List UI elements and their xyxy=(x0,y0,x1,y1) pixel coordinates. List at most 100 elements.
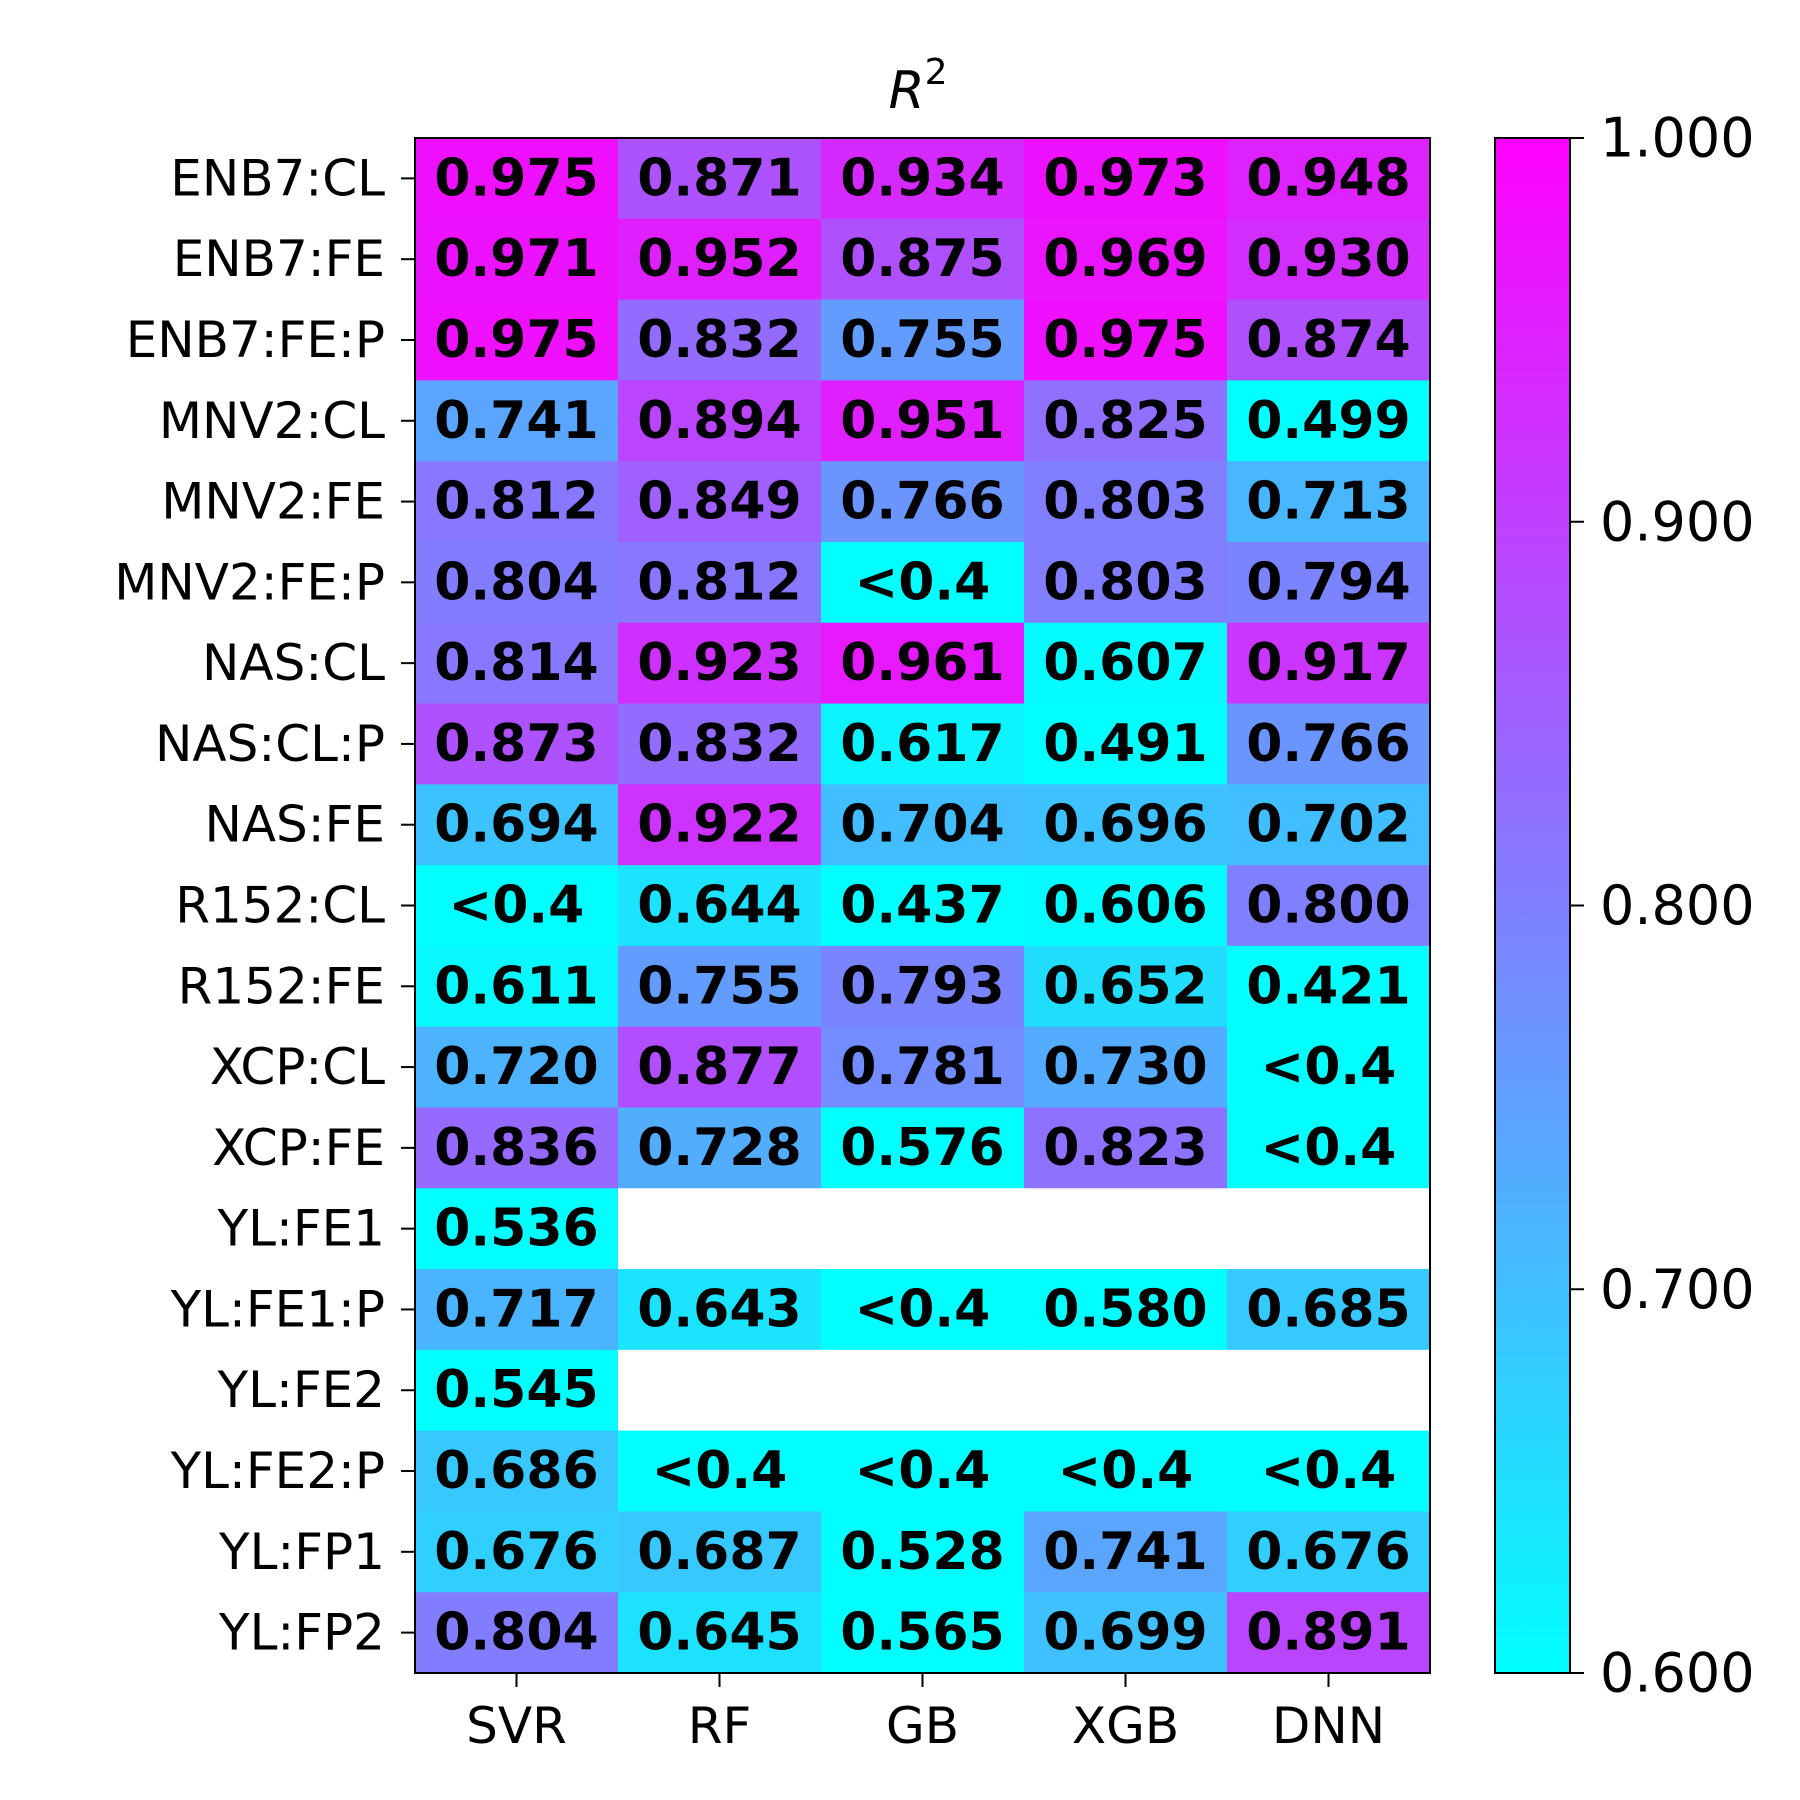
cell-value-label: <0.4 xyxy=(855,552,991,612)
cell-value-label: 0.686 xyxy=(434,1441,598,1501)
heatmap-cell xyxy=(415,945,619,1028)
y-tick-label: NAS:CL xyxy=(202,634,385,692)
cell-value-label: 0.499 xyxy=(1246,391,1410,451)
heatmap-cell xyxy=(415,541,619,624)
heatmap-cell xyxy=(1227,945,1431,1028)
cell-value-label: 0.934 xyxy=(840,148,1004,208)
heatmap-cell xyxy=(1024,1349,1228,1432)
heatmap-cell xyxy=(415,1107,619,1189)
cell-value-label: <0.4 xyxy=(652,1441,788,1501)
cell-value-label: 0.804 xyxy=(434,552,598,612)
cell-value-label: 0.617 xyxy=(840,714,1004,774)
heatmap-cell xyxy=(1024,1269,1228,1351)
heatmap-cell xyxy=(618,1511,822,1593)
heatmap-cell xyxy=(821,461,1025,543)
heatmap-cell xyxy=(415,1349,619,1432)
cell-value-label: 0.814 xyxy=(434,633,598,693)
heatmap-cell xyxy=(618,1107,822,1189)
cell-value-label: <0.4 xyxy=(1058,1441,1194,1501)
y-tick-label: NAS:FE xyxy=(204,796,385,854)
cell-value-label: 0.741 xyxy=(1043,1522,1207,1582)
heatmap-cell xyxy=(1227,218,1431,301)
y-tick-label: MNV2:FE:P xyxy=(114,553,385,611)
cell-value-label: 0.491 xyxy=(1043,714,1207,774)
heatmap-cell xyxy=(821,1349,1025,1432)
heatmap-cell xyxy=(415,1430,619,1513)
heatmap-cell xyxy=(1024,1026,1228,1109)
cell-value-label: 0.975 xyxy=(434,310,598,370)
heatmap-cell xyxy=(821,541,1025,624)
heatmap-cell xyxy=(618,1592,822,1674)
heatmap-cell xyxy=(415,1511,619,1593)
y-tick-label: R152:CL xyxy=(175,877,385,935)
cell-value-label: 0.685 xyxy=(1246,1279,1410,1339)
cell-value-label: 0.952 xyxy=(637,229,801,289)
heatmap-cell xyxy=(415,1188,619,1270)
cell-value-label: 0.755 xyxy=(840,310,1004,370)
heatmap-cell xyxy=(1227,138,1431,220)
heatmap-cell xyxy=(618,945,822,1028)
colorbar-tick-label: 1.000 xyxy=(1600,107,1755,170)
heatmap-cell xyxy=(1227,1592,1431,1674)
heatmap-cell xyxy=(415,1269,619,1351)
y-tick-label: YL:FP1 xyxy=(218,1523,385,1581)
cell-value-label: <0.4 xyxy=(1261,1441,1397,1501)
cell-value-label: 0.730 xyxy=(1043,1037,1207,1097)
cell-value-label: 0.922 xyxy=(637,795,801,855)
heatmap-cell xyxy=(1227,461,1431,543)
y-tick-label: XCP:FE xyxy=(212,1119,385,1177)
colorbar-tick-label: 0.900 xyxy=(1600,490,1755,553)
heatmap-cell xyxy=(1227,380,1431,462)
heatmap-cell xyxy=(1227,622,1431,705)
cell-value-label: 0.873 xyxy=(434,714,598,774)
cell-value-label: 0.812 xyxy=(434,472,598,532)
heatmap-cell xyxy=(415,703,619,785)
heatmap-cell xyxy=(1227,1026,1431,1109)
cell-value-label: <0.4 xyxy=(855,1279,991,1339)
heatmap-cell xyxy=(415,1592,619,1674)
x-axis: SVR RF GB XGB DNN xyxy=(466,1673,1385,1755)
heatmap-cell xyxy=(1227,1188,1431,1270)
cell-value-label: 0.961 xyxy=(840,633,1004,693)
y-tick-label: ENB7:FE xyxy=(173,230,385,288)
heatmap-cell xyxy=(618,380,822,462)
cell-value-label: <0.4 xyxy=(449,876,585,936)
cell-value-label: 0.891 xyxy=(1246,1603,1410,1663)
x-tick-label: RF xyxy=(688,1697,752,1755)
cell-value-label: 0.794 xyxy=(1246,552,1410,612)
cell-value-label: 0.951 xyxy=(840,391,1004,451)
cell-value-label: 0.930 xyxy=(1246,229,1410,289)
y-tick-label: YL:FP2 xyxy=(218,1604,385,1662)
heatmap-cell xyxy=(821,703,1025,785)
cell-value-label: 0.877 xyxy=(637,1037,801,1097)
heatmap-cell xyxy=(1227,703,1431,785)
heatmap-cell xyxy=(618,784,822,866)
heatmap-cell xyxy=(415,865,619,947)
heatmap-cell xyxy=(1227,865,1431,947)
cell-value-label: 0.704 xyxy=(840,795,1004,855)
heatmap-cell xyxy=(1024,218,1228,301)
heatmap-cell xyxy=(415,138,619,220)
heatmap-cell xyxy=(1227,299,1431,381)
heatmap-cell xyxy=(821,1026,1025,1109)
cell-value-label: 0.832 xyxy=(637,714,801,774)
y-tick-label: MNV2:CL xyxy=(159,392,385,450)
cell-value-label: 0.874 xyxy=(1246,310,1410,370)
cell-value-label: 0.421 xyxy=(1246,956,1410,1016)
heatmap-cell xyxy=(1024,622,1228,705)
heatmap-cell xyxy=(415,622,619,705)
y-tick-label: YL:FE2:P xyxy=(170,1442,385,1500)
cell-value-label: 0.437 xyxy=(840,876,1004,936)
heatmap-cell xyxy=(618,865,822,947)
heatmap-cell xyxy=(1024,1188,1228,1270)
cell-value-label: 0.565 xyxy=(840,1603,1004,1663)
heatmap-cell xyxy=(415,784,619,866)
x-tick-label: SVR xyxy=(466,1697,567,1755)
heatmap-cell xyxy=(821,945,1025,1028)
heatmap-cell xyxy=(821,622,1025,705)
cell-value-label: 0.728 xyxy=(637,1118,801,1178)
heatmap-cell xyxy=(618,218,822,301)
y-tick-label: YL:FE1:P xyxy=(170,1280,385,1338)
cell-value-label: 0.607 xyxy=(1043,633,1207,693)
